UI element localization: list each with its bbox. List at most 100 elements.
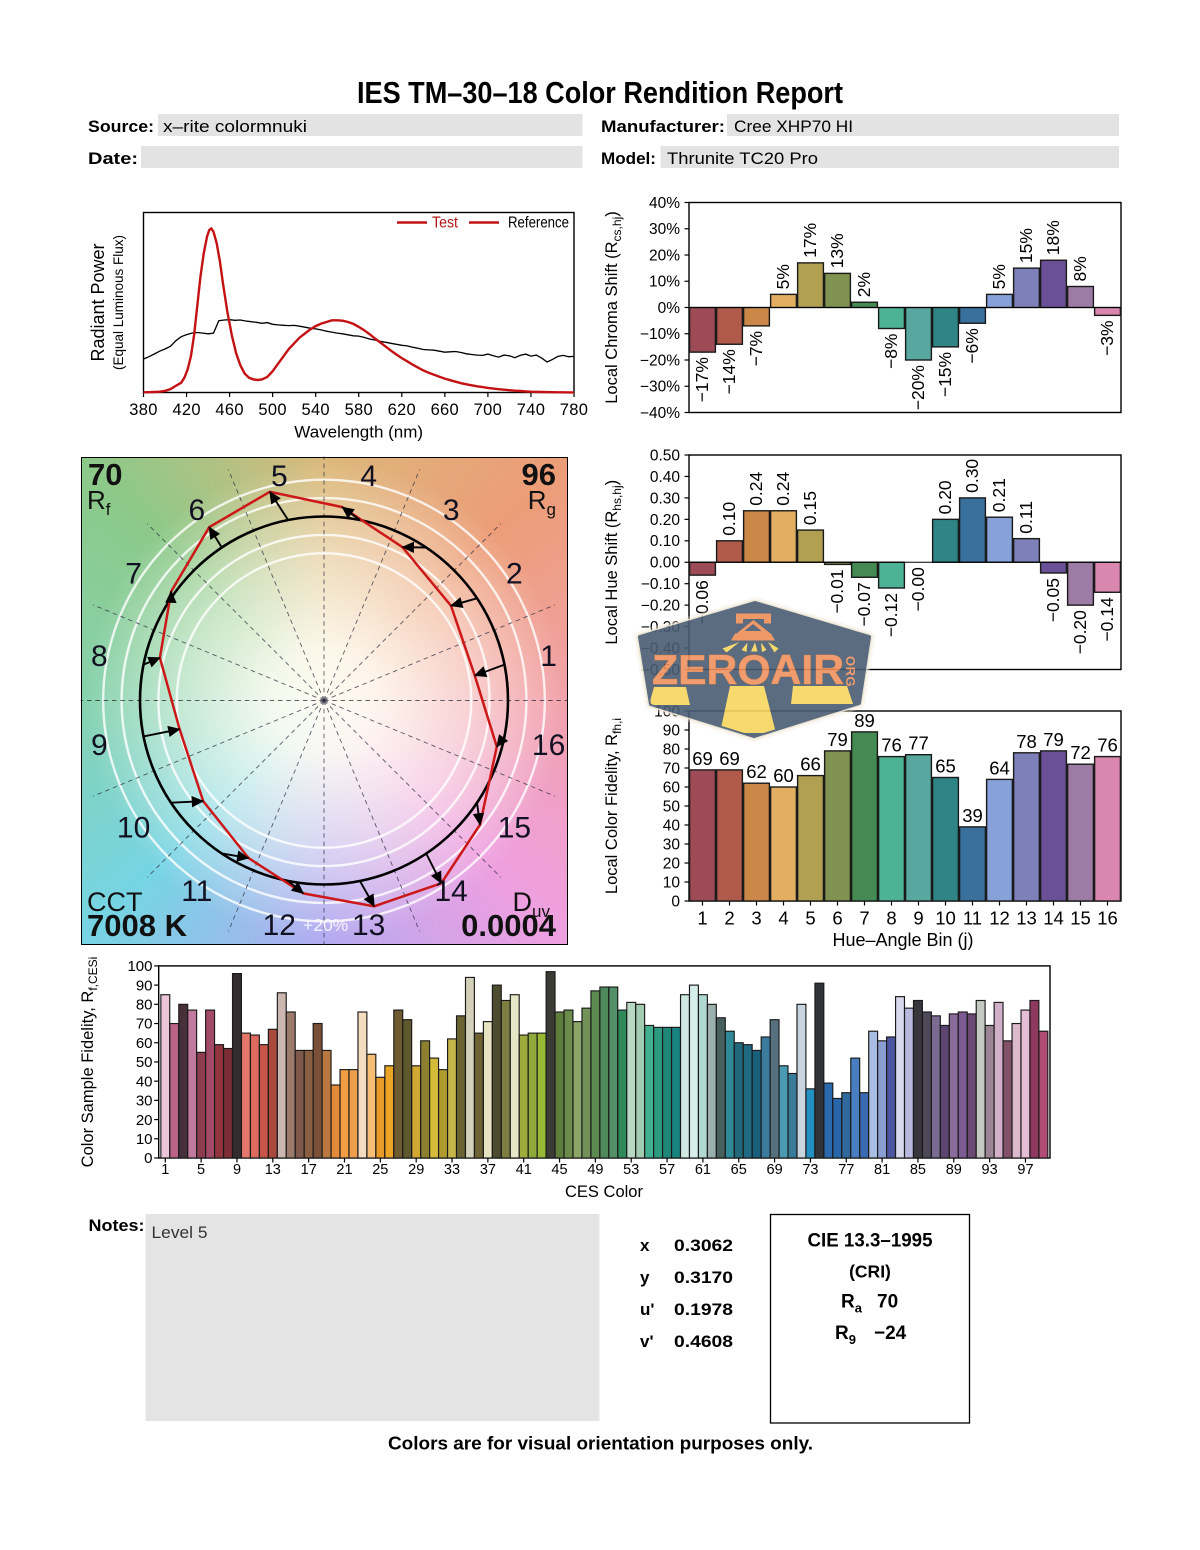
- svg-text:13: 13: [352, 909, 385, 942]
- svg-text:−0.07: −0.07: [854, 582, 874, 626]
- svg-text:(Equal Luminous Flux): (Equal Luminous Flux): [111, 235, 126, 370]
- svg-text:8%: 8%: [1070, 256, 1090, 281]
- svg-text:5: 5: [197, 1162, 205, 1178]
- svg-text:−0.05: −0.05: [1043, 578, 1063, 622]
- svg-text:11: 11: [963, 908, 982, 929]
- svg-text:15: 15: [1070, 908, 1091, 929]
- svg-text:9: 9: [91, 729, 108, 762]
- svg-text:0.4608: 0.4608: [674, 1332, 733, 1351]
- svg-text:5: 5: [805, 908, 815, 929]
- svg-text:81: 81: [874, 1162, 890, 1178]
- svg-text:6: 6: [188, 494, 205, 527]
- svg-text:15%: 15%: [1016, 228, 1036, 263]
- svg-text:10: 10: [663, 874, 681, 891]
- svg-text:ORG: ORG: [843, 656, 858, 687]
- svg-text:17: 17: [301, 1162, 317, 1178]
- svg-text:0.20: 0.20: [650, 512, 681, 529]
- svg-text:−0.00: −0.00: [908, 567, 928, 612]
- svg-text:20: 20: [136, 1112, 153, 1129]
- svg-text:3: 3: [443, 494, 460, 527]
- svg-text:5: 5: [271, 460, 288, 493]
- svg-text:78: 78: [1016, 731, 1037, 752]
- svg-text:18%: 18%: [1043, 220, 1063, 255]
- svg-text:17%: 17%: [800, 223, 820, 258]
- svg-text:Level 5: Level 5: [152, 1223, 208, 1242]
- svg-text:97: 97: [1017, 1162, 1033, 1178]
- svg-text:0.00: 0.00: [650, 555, 681, 572]
- svg-text:60: 60: [663, 779, 681, 796]
- svg-text:−0.10: −0.10: [641, 576, 681, 593]
- svg-text:37: 37: [480, 1162, 496, 1178]
- svg-text:0.21: 0.21: [989, 478, 1009, 512]
- svg-text:0.10: 0.10: [719, 501, 739, 535]
- svg-text:65: 65: [935, 756, 956, 777]
- svg-text:0.24: 0.24: [773, 471, 793, 505]
- svg-text:10: 10: [117, 812, 150, 845]
- svg-text:79: 79: [1043, 729, 1064, 750]
- svg-text:96: 96: [522, 457, 556, 492]
- svg-text:460: 460: [215, 401, 243, 419]
- svg-text:10: 10: [136, 1131, 153, 1148]
- svg-text:0.3062: 0.3062: [674, 1236, 733, 1255]
- svg-text:70: 70: [136, 1016, 153, 1033]
- svg-text:13: 13: [265, 1162, 281, 1178]
- svg-text:89: 89: [854, 710, 875, 731]
- svg-text:Reference: Reference: [508, 215, 569, 232]
- svg-text:65: 65: [731, 1162, 747, 1178]
- svg-text:10: 10: [935, 908, 956, 929]
- svg-text:740: 740: [517, 401, 545, 419]
- svg-text:13%: 13%: [827, 233, 847, 268]
- svg-text:2%: 2%: [854, 272, 874, 297]
- svg-text:−0.20: −0.20: [641, 598, 681, 615]
- svg-text:380: 380: [129, 401, 157, 419]
- svg-text:Color Sample Fidelity, Rf,CESi: Color Sample Fidelity, Rf,CESi: [79, 957, 100, 1168]
- svg-text:660: 660: [431, 401, 459, 419]
- svg-text:x–rite colormnuki: x–rite colormnuki: [163, 117, 307, 136]
- svg-text:89: 89: [946, 1162, 962, 1178]
- svg-text:57: 57: [659, 1162, 675, 1178]
- svg-text:79: 79: [827, 729, 848, 750]
- svg-text:50: 50: [663, 798, 681, 815]
- svg-text:29: 29: [408, 1162, 424, 1178]
- svg-text:3: 3: [751, 908, 761, 929]
- svg-text:Test: Test: [432, 215, 459, 232]
- svg-text:−17%: −17%: [692, 357, 712, 402]
- svg-text:9: 9: [233, 1162, 241, 1178]
- svg-text:62: 62: [746, 761, 767, 782]
- svg-text:76: 76: [1097, 735, 1118, 756]
- svg-text:76: 76: [881, 735, 902, 756]
- svg-text:Colors are for visual orientat: Colors are for visual orientation purpos…: [388, 1434, 813, 1454]
- svg-text:90: 90: [136, 977, 153, 994]
- svg-text:33: 33: [444, 1162, 460, 1178]
- svg-text:−0.01: −0.01: [827, 569, 847, 613]
- svg-text:0.1978: 0.1978: [674, 1300, 733, 1319]
- svg-text:0: 0: [671, 893, 680, 910]
- svg-text:66: 66: [800, 754, 821, 775]
- svg-text:Local Chroma Shift (Rcs,hj): Local Chroma Shift (Rcs,hj): [603, 211, 624, 404]
- svg-text:700: 700: [474, 401, 502, 419]
- svg-text:−6%: −6%: [962, 328, 982, 364]
- svg-text:73: 73: [802, 1162, 818, 1178]
- svg-text:x: x: [640, 1236, 650, 1255]
- svg-text:u': u': [640, 1300, 654, 1319]
- svg-text:−14%: −14%: [719, 349, 739, 394]
- svg-text:−24: −24: [874, 1323, 907, 1344]
- svg-text:Notes:: Notes:: [89, 1216, 145, 1235]
- svg-text:7: 7: [859, 908, 869, 929]
- svg-text:9: 9: [913, 908, 923, 929]
- svg-text:−20%: −20%: [908, 365, 928, 410]
- svg-text:−8%: −8%: [881, 334, 901, 370]
- svg-text:IES TM–30–18 Color Rendition R: IES TM–30–18 Color Rendition Report: [357, 75, 843, 110]
- svg-text:20: 20: [663, 855, 681, 872]
- svg-text:580: 580: [345, 401, 373, 419]
- svg-text:0.20: 0.20: [935, 480, 955, 514]
- svg-text:−30%: −30%: [640, 379, 680, 396]
- svg-text:2: 2: [506, 557, 523, 590]
- svg-text:40: 40: [136, 1073, 153, 1090]
- svg-text:12: 12: [263, 909, 296, 942]
- svg-text:70: 70: [663, 760, 681, 777]
- svg-text:20%: 20%: [649, 247, 680, 264]
- svg-text:0.11: 0.11: [1016, 501, 1036, 534]
- svg-text:60: 60: [136, 1035, 153, 1052]
- svg-text:8: 8: [886, 908, 896, 929]
